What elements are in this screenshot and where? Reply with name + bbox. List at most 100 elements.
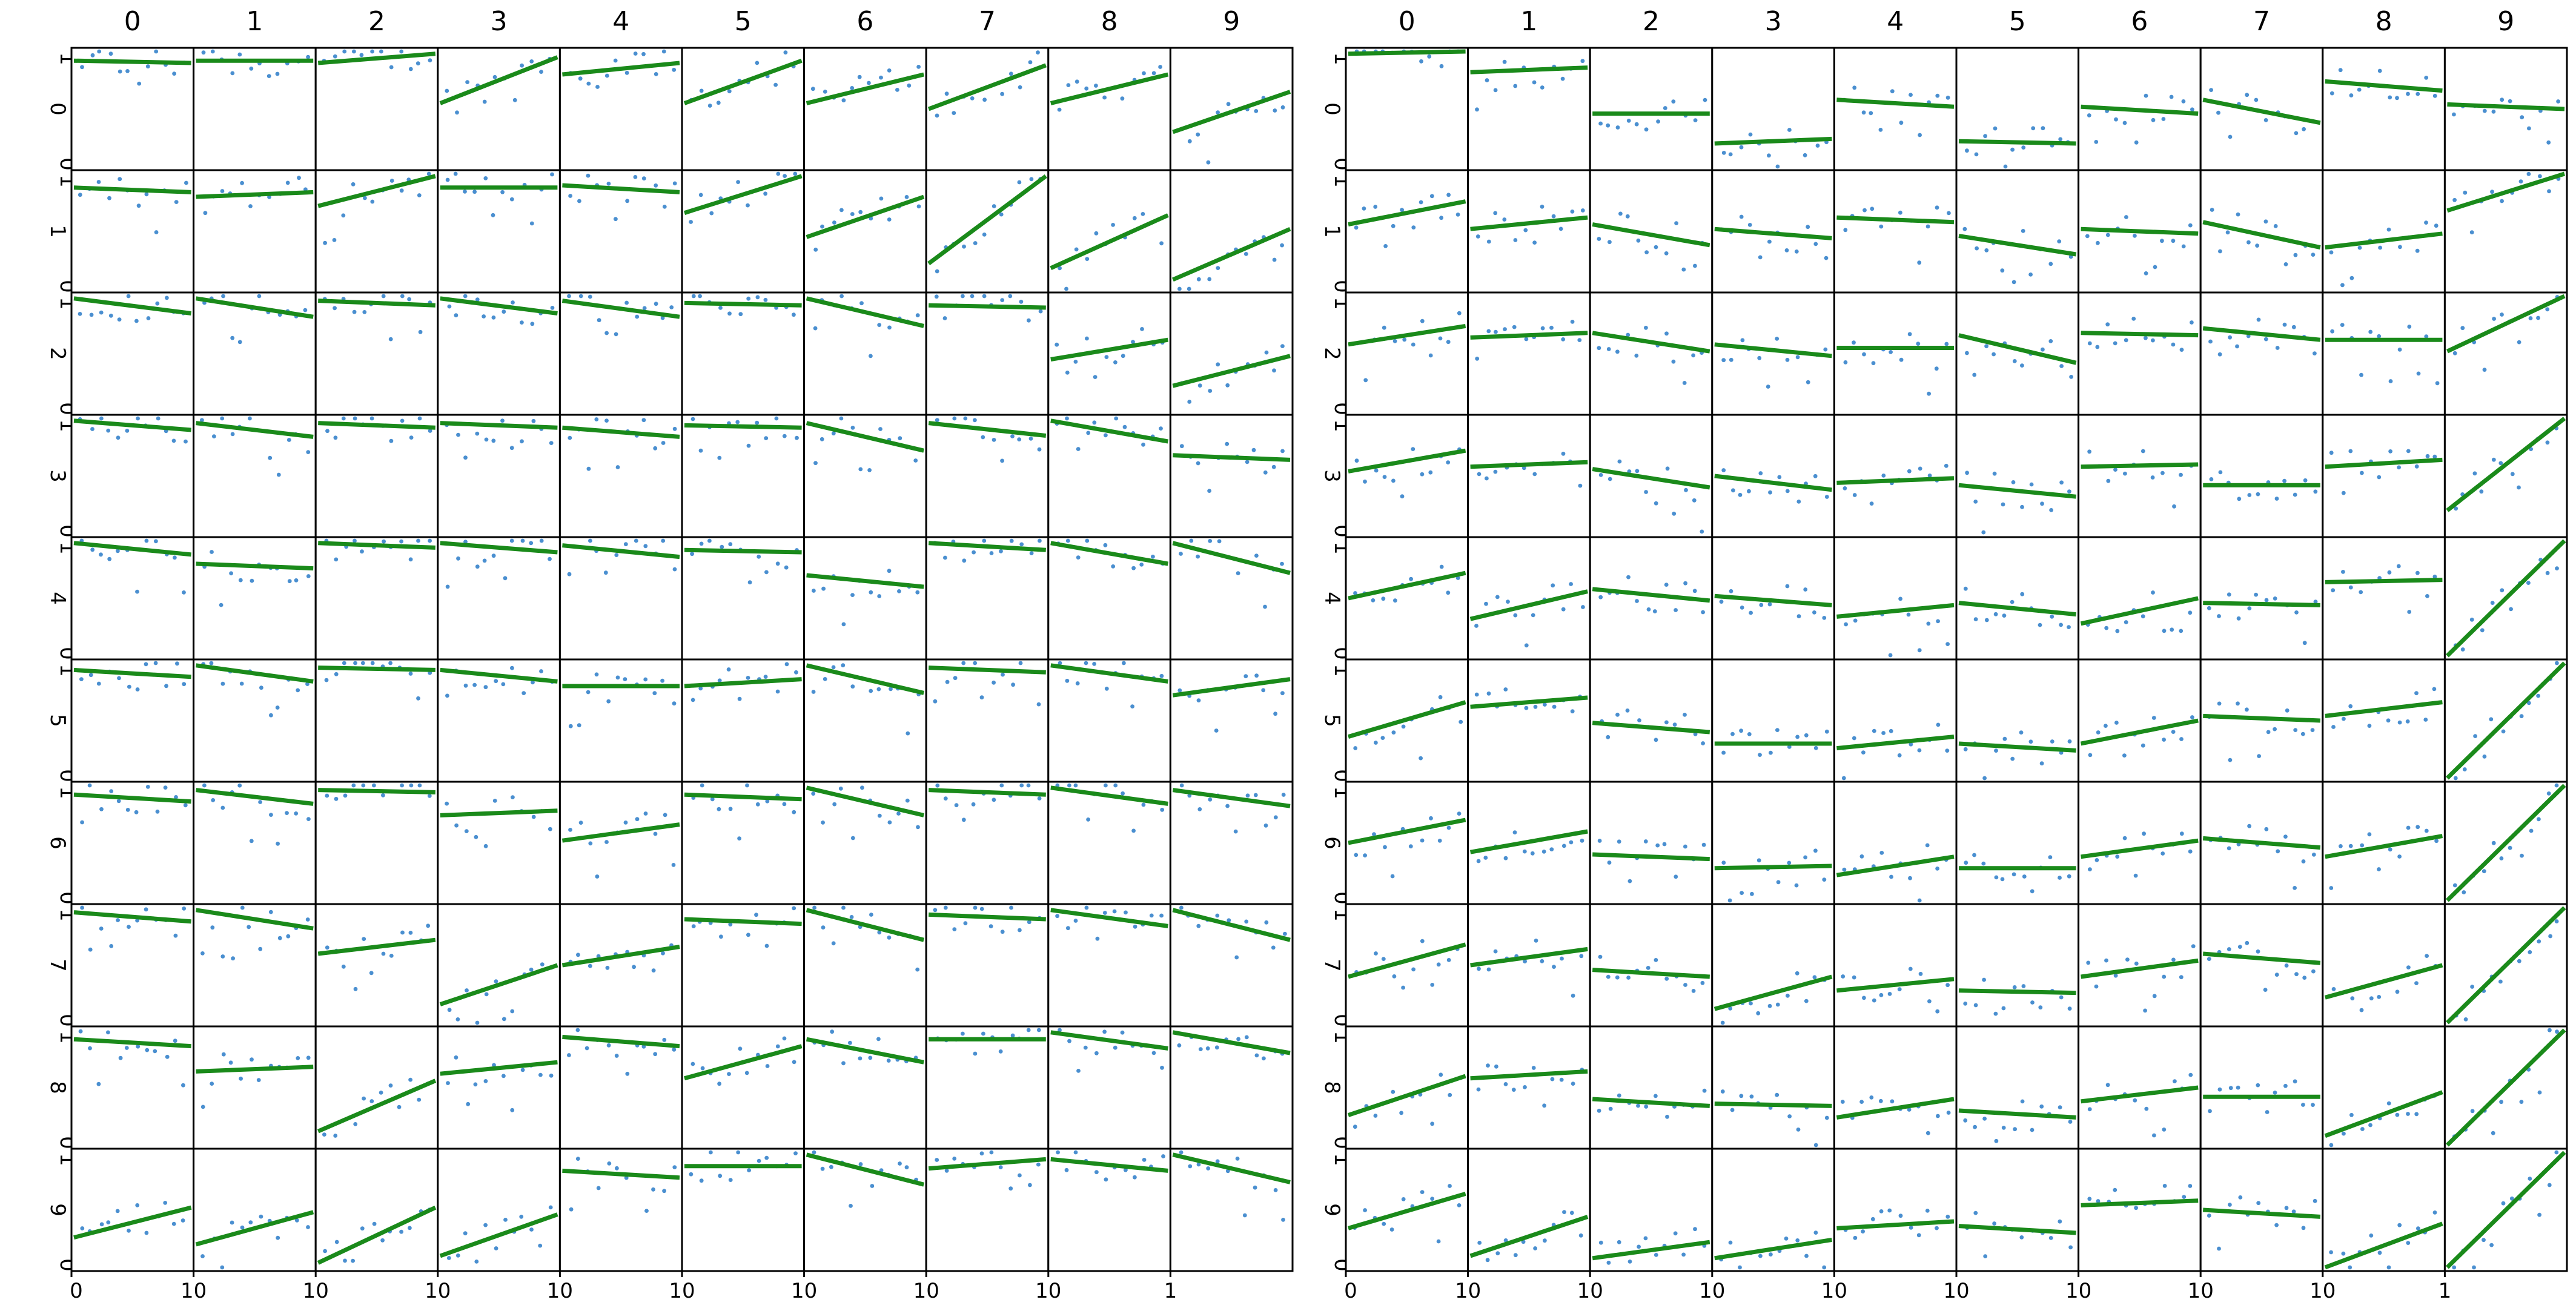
data-point [849,1204,853,1208]
data-point [2406,1241,2411,1246]
data-point [1795,735,1800,739]
cell-4-7 [2199,536,2324,661]
data-point [400,930,405,935]
column-label-8: 8 [1101,6,1118,37]
cell-frame [314,536,439,661]
data-point [1281,1218,1285,1222]
fit-line [2325,231,2443,250]
data-point [2228,1203,2232,1207]
data-point [624,300,629,305]
data-point [2041,347,2045,352]
data-point [80,905,85,910]
data-point [2144,93,2148,98]
data-point [2360,1127,2365,1131]
data-point [1598,954,1603,959]
data-point [1681,1252,1686,1257]
data-point [1427,54,1432,59]
cell-9-4 [558,1148,683,1272]
data-point [963,921,968,926]
data-point [1374,741,1378,745]
data-point [999,549,1003,553]
data-point [2245,940,2250,945]
data-point [287,579,292,584]
cell-frame [2199,47,2324,171]
data-point [511,795,515,799]
data-point [2104,626,2109,630]
data-point [783,50,788,54]
data-point [503,1218,508,1222]
data-point [1214,1045,1219,1050]
data-point [1871,361,1876,366]
cell-frame [1589,1025,1713,1150]
data-point [1009,905,1013,910]
data-point [1767,153,1771,158]
data-point [491,438,496,443]
cell-frame [2322,414,2446,538]
data-point [1869,501,1874,506]
cell-3-7 [925,414,1050,538]
data-point [841,1061,846,1066]
data-point [1475,234,1480,239]
x-tick-label: 10 [425,1279,451,1303]
cell-4-9 [2443,536,2568,661]
data-point [2395,989,2400,994]
data-point [1739,728,1744,733]
data-point [737,696,742,701]
fit-line [684,677,802,689]
data-point [2294,131,2299,136]
data-point [615,465,620,469]
cell-5-0 [70,658,195,783]
row-label-8: 8 [45,1081,70,1094]
data-point [2011,872,2016,877]
data-point [869,590,873,595]
cell-frame [2199,903,2324,1028]
cell-frame [193,536,317,661]
cell-frame [70,1148,195,1272]
cell-8-2 [1589,1025,1713,1150]
data-point [2029,482,2034,487]
data-point [447,1008,452,1012]
fit-line [1348,817,1466,845]
data-point [775,1044,780,1049]
data-point [2190,107,2194,112]
fit-line [2447,102,2565,111]
data-point [418,329,423,334]
data-point [2058,1105,2062,1109]
fit-line [439,1212,558,1258]
fit-line [1958,741,2076,753]
data-point [99,552,103,557]
row-label-2: 2 [1320,347,1344,360]
cell-0-3 [1711,47,1835,171]
data-point [2329,451,2334,455]
cell-frame [2078,903,2202,1028]
data-point [823,677,827,681]
data-point [1561,451,1566,456]
data-point [2460,326,2465,331]
data-point [1161,1154,1165,1158]
data-point [322,1132,326,1137]
data-point [2472,471,2477,476]
data-point [1888,653,1893,658]
data-point [2359,372,2363,377]
data-point [1889,874,1893,879]
data-point [2434,223,2439,228]
data-point [782,802,787,807]
data-point [1945,95,1950,100]
column-label-9: 9 [2497,6,2514,37]
data-point [1074,247,1079,252]
data-point [2491,840,2496,845]
data-point [2554,783,2559,788]
data-point [764,943,769,948]
data-point [1281,793,1286,797]
data-point [2181,244,2186,249]
data-point [1964,860,1968,865]
column-label-4: 4 [612,6,629,37]
data-point [306,574,311,578]
cell-frame [193,1148,317,1272]
data-point [1721,750,1726,755]
data-point [492,74,497,79]
data-point [2414,1112,2419,1117]
data-point [2059,480,2064,485]
data-point [494,679,498,684]
data-point [1027,920,1031,925]
